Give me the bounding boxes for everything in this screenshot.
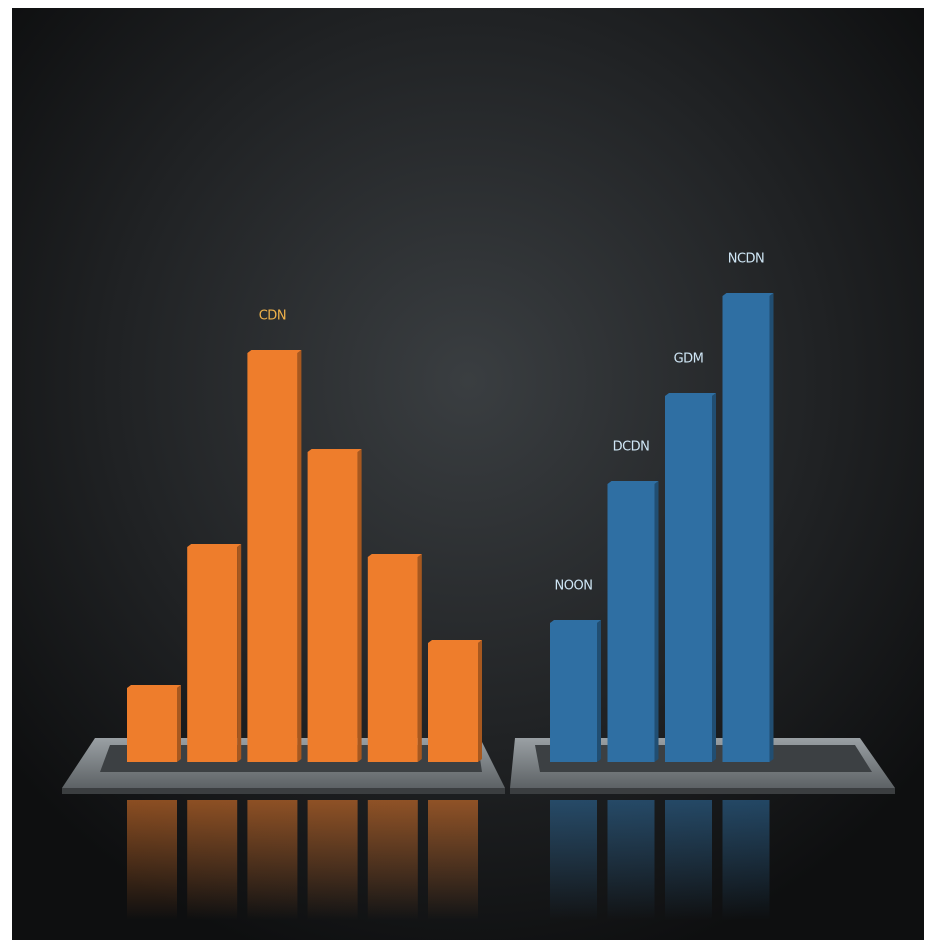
bar-top [428,640,482,643]
bar-side [297,350,302,762]
bar-side [357,449,362,762]
bar-reflection [550,800,597,920]
bar [367,557,418,762]
bar-reflection [247,800,298,920]
bar-side [478,640,482,762]
bar [127,688,177,762]
bar [665,396,712,762]
bar-top [247,350,302,353]
bar [307,452,358,762]
bar [607,484,655,762]
bar-top [665,393,716,396]
bar-side [597,620,601,762]
bar-top [607,481,659,484]
bar-reflection [127,800,177,920]
bar-reflection [607,800,655,920]
platform-edge [62,788,505,794]
bar [247,353,298,762]
bar [722,296,770,762]
bar-reflection [428,800,478,920]
bar-top [127,685,181,688]
bar-top [307,449,362,452]
bar-label: NCDN [728,252,765,267]
bar-reflection [307,800,358,920]
bar-side [769,293,774,762]
bar [428,643,478,762]
bar-reflection [665,800,712,920]
bar-top [722,293,774,296]
bar [187,547,238,762]
bar-side [237,544,242,762]
bar-side [177,685,181,762]
bar-label: DCDN [613,440,650,455]
bar-top [187,544,242,547]
platform-edge [510,788,895,794]
bar-reflection [187,800,238,920]
bar-reflection [722,800,770,920]
bar [550,623,597,762]
bar-top [367,554,422,557]
bar-top [550,620,601,623]
bar-label: NOON [555,579,593,594]
bar-side [417,554,422,762]
bar-side [712,393,716,762]
bar-label: CDN [259,309,286,324]
bar-side [654,481,659,762]
bar-reflection [367,800,418,920]
bar-label: GDM [674,352,704,367]
